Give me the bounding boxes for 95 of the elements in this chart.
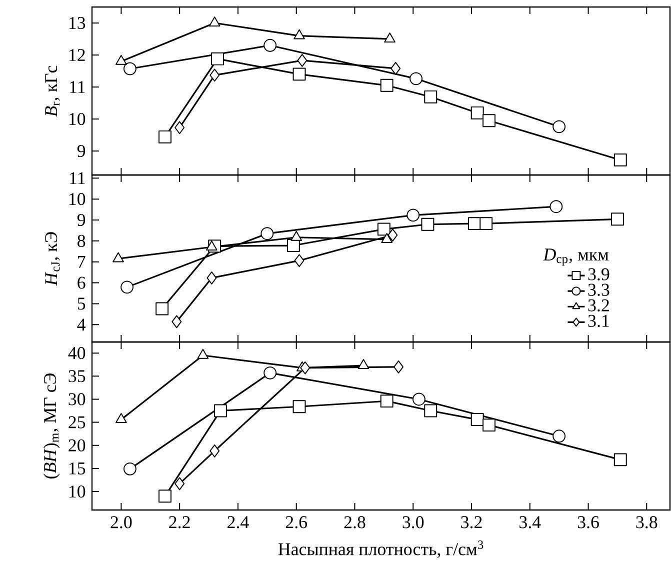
legend-label: 3.2 [588,299,609,312]
y-tick-label: 10 [69,485,86,498]
point [206,240,218,250]
point [384,32,396,42]
y-tick-label: 8 [78,234,86,247]
point [550,200,563,214]
point [264,366,277,380]
point [197,348,209,359]
x-tick-label: 3.0 [402,516,424,528]
legend-title: D$_{ср}$, мкм [543,248,609,266]
point [610,212,624,226]
point [358,359,370,370]
point [210,444,220,458]
y-axis-title: (BH)$_{m}$, МГ сЭ [43,374,60,478]
y-tick-label: 9 [77,144,86,158]
x-tick-label: 3.6 [578,516,599,528]
point [123,462,136,476]
y-tick-label: 15 [69,462,86,474]
point [172,315,182,328]
point [214,404,227,418]
y-tick-label: 11 [70,81,85,93]
point [206,271,217,284]
point [211,52,224,66]
point [286,239,300,252]
y-axis-title: H$_{cJ}$, кЭ [45,232,60,286]
point [260,227,274,240]
x-tick-label: 3.8 [636,516,658,528]
point [470,106,484,120]
point [300,361,310,374]
point [482,418,496,432]
point [377,222,390,236]
point [292,68,306,81]
x-tick-label: 3.4 [520,516,541,528]
y-tick-label: 9 [77,214,86,226]
y-tick-label: 10 [69,193,86,206]
point [208,16,220,26]
y-tick-label: 20 [68,439,86,452]
x-tick-label: 2.6 [286,516,308,528]
point [390,62,401,75]
y-tick-label: 11 [70,172,85,184]
y-tick-label: 25 [68,416,86,428]
point [482,114,496,128]
point [552,120,566,134]
point [158,130,172,144]
y-tick-label: 7 [78,256,86,268]
point [294,254,304,268]
y-tick-label: 30 [68,393,86,406]
point [116,54,127,65]
x-tick-label: 2.8 [344,516,366,528]
x-tick-label: 2.0 [110,516,132,528]
y-tick-label: 6 [78,276,86,289]
point [470,413,484,426]
point [394,360,404,374]
y-tick-label: 13 [69,16,86,30]
point [614,453,627,466]
point [210,68,220,82]
legend-label: 3.1 [588,314,609,328]
point [123,62,136,76]
y-tick-label: 40 [68,347,86,360]
y-tick-label: 4 [77,318,86,331]
point [421,218,434,231]
point [552,430,566,443]
point [112,252,124,262]
legend-label: 3.3 [588,284,610,296]
point [380,394,394,408]
point [264,38,277,52]
point [424,90,438,104]
point [406,208,420,222]
legend-label: 3.9 [588,268,610,280]
point [480,217,493,230]
point [412,392,426,406]
point [120,280,134,294]
y-tick-label: 35 [68,370,86,382]
point [468,217,481,230]
point [292,400,306,414]
point [158,490,172,503]
x-tick-label: 3.2 [461,516,482,528]
x-tick-label: 2.4 [228,516,249,528]
point [294,29,305,40]
point [380,78,394,92]
x-axis-title: Насыпная плотность, г/см$^{3}$ [278,540,484,558]
point [174,477,185,490]
point [156,302,169,316]
y-tick-label: 12 [69,49,85,61]
y-axis-title: B$_{r}$, кГс [45,66,60,117]
point [424,404,438,418]
point [116,413,127,424]
point [614,153,627,166]
point [388,228,398,242]
point [410,72,423,86]
y-tick-label: 5 [78,298,86,310]
point [174,121,185,134]
point [297,54,308,67]
y-tick-label: 10 [69,112,86,126]
x-tick-label: 2.2 [169,516,190,528]
